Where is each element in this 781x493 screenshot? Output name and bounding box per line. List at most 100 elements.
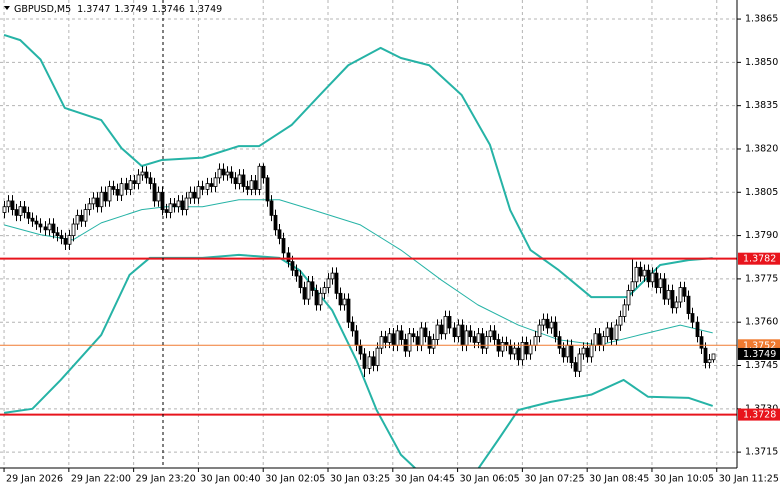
symbol: GBPUSD,M5: [14, 4, 71, 15]
candle-body: [176, 200, 181, 208]
candle-body: [484, 336, 489, 349]
candle-body: [55, 232, 60, 236]
candle-body: [573, 362, 578, 372]
candle-body: [549, 321, 554, 329]
candle-body: [107, 186, 112, 202]
candle-body: [14, 209, 19, 216]
candle-body: [354, 330, 359, 346]
candle-body: [172, 203, 177, 208]
candle-body: [634, 266, 639, 283]
x-tick-label: 30 Jan 04:45: [395, 474, 455, 485]
candle-body: [281, 238, 286, 254]
candle-body: [447, 316, 452, 329]
candle-body: [132, 180, 137, 185]
candle-body: [103, 191, 108, 202]
y-tick-label: 1.3850: [745, 57, 778, 68]
candle-body: [581, 347, 586, 355]
candle-body: [273, 214, 278, 231]
candle-body: [83, 209, 88, 222]
candle-body: [326, 278, 331, 288]
candle-body: [269, 200, 274, 216]
candle-body: [188, 191, 193, 199]
candle-body: [395, 330, 400, 346]
x-tick-label: 30 Jan 06:05: [460, 474, 520, 485]
candle-body: [614, 324, 619, 340]
y-tick-label: 1.3820: [745, 143, 778, 154]
x-tick-label: 29 Jan 2026: [6, 474, 63, 485]
candle-body: [346, 298, 351, 323]
candle-body: [261, 165, 266, 179]
candle-body: [71, 223, 76, 236]
candle-body: [593, 333, 598, 346]
y-tick-label: 1.3715: [745, 447, 778, 458]
candle-body: [26, 212, 31, 219]
candle-body: [435, 324, 440, 340]
candle-body: [249, 180, 254, 190]
x-tick-label: 29 Jan 23:20: [136, 474, 196, 485]
x-tick-label: 30 Jan 07:25: [524, 474, 584, 485]
candle-body: [30, 217, 35, 222]
candle-body: [423, 327, 428, 338]
candle-body: [601, 336, 606, 346]
header-close: 1.3749: [189, 4, 222, 15]
header-high: 1.3749: [114, 4, 147, 15]
candle-body: [597, 333, 602, 346]
candle-body: [253, 180, 258, 190]
y-tick-label: 1.3760: [745, 317, 778, 328]
candle-body: [541, 318, 546, 326]
menu-arrow[interactable]: [4, 6, 10, 10]
candle-body: [415, 336, 420, 346]
candle-body: [569, 344, 574, 364]
candle-body: [310, 281, 315, 291]
candle-body: [695, 321, 700, 338]
candle-body: [642, 269, 647, 277]
candle-body: [589, 344, 594, 358]
candle-body: [686, 295, 691, 314]
candle-body: [383, 336, 388, 343]
header-low: 1.3746: [152, 4, 185, 15]
candle-body: [75, 214, 80, 225]
candle-body: [666, 290, 671, 300]
candle-body: [152, 183, 157, 202]
candle-body: [111, 186, 116, 190]
candle-body: [180, 200, 185, 211]
candle-body: [658, 278, 663, 288]
candle-body: [565, 344, 570, 358]
candle-body: [192, 191, 197, 199]
candle-body: [99, 191, 104, 208]
candle-body: [605, 327, 610, 338]
candle-body: [427, 336, 432, 349]
candle-body: [371, 356, 376, 366]
axes: 1.3865 1.3850 1.3835 1.3820 1.3805 1.3790 1.37…: [3, 14, 780, 485]
chart-header: GBPUSD,M5 1.3747 1.3749 1.3746 1.3749: [14, 4, 222, 15]
candle-body: [690, 313, 695, 323]
candle-body: [294, 269, 299, 277]
candle-body: [213, 177, 218, 187]
candle-body: [209, 183, 214, 187]
bollinger-band: [3, 253, 714, 468]
candle-body: [306, 281, 311, 300]
y-tick-label: 1.3790: [745, 230, 778, 241]
x-tick-label: 30 Jan 10:05: [654, 474, 714, 485]
candle-body: [387, 333, 392, 343]
candle-body: [650, 272, 655, 283]
candle-body: [140, 171, 145, 176]
candle-body: [407, 333, 412, 352]
candle-body: [379, 336, 384, 349]
candle-body: [119, 183, 124, 196]
candle-body: [439, 324, 444, 335]
candle-body: [168, 203, 173, 213]
candle-body: [286, 252, 291, 262]
candle-body: [257, 165, 262, 190]
candle-body: [533, 336, 538, 346]
candle-body: [367, 356, 372, 369]
candle-body: [87, 203, 92, 211]
candle-body: [362, 353, 367, 369]
candle-body: [622, 304, 627, 317]
bollinger-band: [3, 199, 713, 346]
candle-body: [638, 266, 643, 277]
candle-body: [585, 347, 590, 358]
candle-body: [314, 290, 319, 306]
x-tick-label: 30 Jan 08:45: [589, 474, 649, 485]
